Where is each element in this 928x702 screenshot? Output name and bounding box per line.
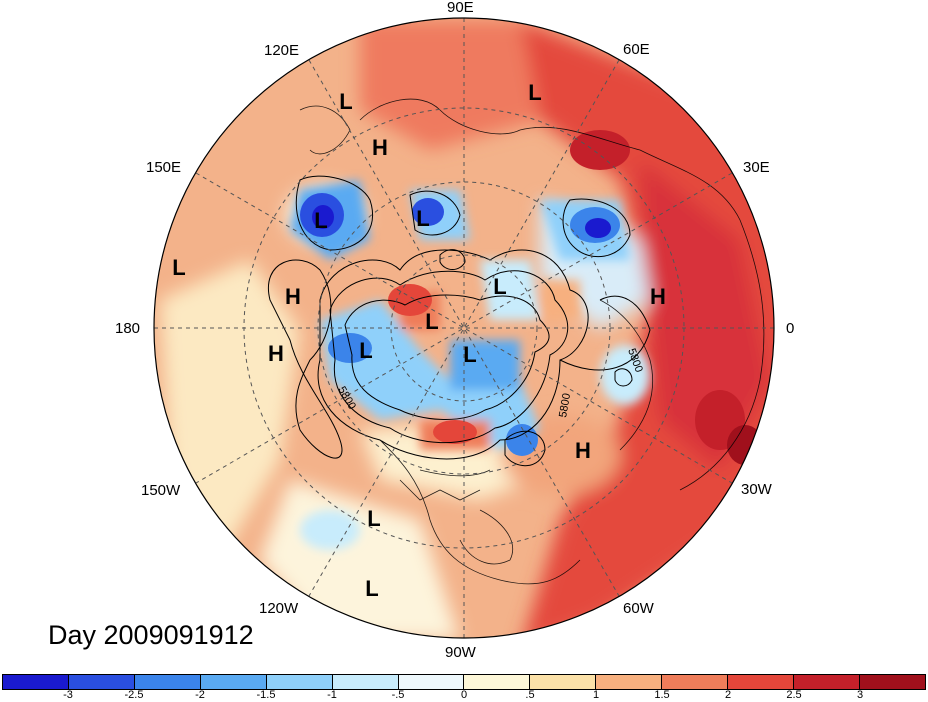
pressure-center-label: L <box>172 255 185 280</box>
pressure-center-label: L <box>365 576 378 601</box>
longitude-label: 120E <box>264 42 300 59</box>
colorbar-tick-label: 2 <box>724 689 732 701</box>
longitude-label: 30E <box>743 159 770 176</box>
longitude-label: 150E <box>146 159 182 176</box>
colorbar-swatch <box>68 675 135 689</box>
longitude-label: 120W <box>259 600 299 617</box>
pressure-center-label: L <box>528 80 541 105</box>
graticule <box>154 18 774 638</box>
colorbar-tick-label: -1.5 <box>256 689 276 701</box>
colorbar-tick-label: -1 <box>327 689 337 701</box>
colorbar-swatch <box>134 675 201 689</box>
colorbar-swatch <box>200 675 267 689</box>
colorbar-swatch <box>464 675 531 689</box>
colorbar-tick-label: 1 <box>592 689 600 701</box>
map-boundary <box>153 17 775 639</box>
colorbar-tick-label: .5 <box>525 689 535 701</box>
colorbar-tick-label: -2.5 <box>124 689 144 701</box>
pressure-center-label: L <box>359 338 372 363</box>
pressure-center-label: H <box>650 284 666 309</box>
colorbar-tick-label: 0 <box>460 689 468 701</box>
longitude-label: 60E <box>623 41 650 58</box>
colorbar <box>2 674 926 690</box>
colorbar-swatch <box>662 675 729 689</box>
colorbar-tick-label: -2 <box>195 689 205 701</box>
longitude-label: 0 <box>786 320 795 337</box>
contours <box>267 175 651 467</box>
colorbar-tick-label: -3 <box>63 689 73 701</box>
longitude-label: 90E <box>447 0 474 16</box>
pressure-center-label: L <box>493 274 506 299</box>
longitude-label: 150W <box>141 482 181 499</box>
coastlines <box>299 98 765 585</box>
pressure-center-label: L <box>367 506 380 531</box>
pressure-center-label: H <box>372 135 388 160</box>
pressure-center-label: H <box>268 341 284 366</box>
colorbar-swatch <box>3 675 69 689</box>
colorbar-swatch <box>794 675 860 689</box>
colorbar-swatch <box>859 675 925 689</box>
colorbar-tick-label: 3 <box>856 689 864 701</box>
colorbar-tick-label: 1.5 <box>654 689 670 701</box>
pressure-center-label: H <box>285 284 301 309</box>
colorbar-swatch <box>728 675 795 689</box>
colorbar-swatch <box>596 675 663 689</box>
contour-label: 5800 <box>557 392 573 418</box>
pressure-center-label: L <box>339 89 352 114</box>
colorbar-tick-label: -.5 <box>391 689 405 701</box>
colorbar-swatch <box>398 675 465 689</box>
colorbar-swatch <box>332 675 399 689</box>
pressure-center-label: L <box>416 206 429 231</box>
longitude-label: 90W <box>445 644 476 661</box>
colorbar-swatch <box>530 675 597 689</box>
colorbar-swatch <box>266 675 333 689</box>
longitude-label: 180 <box>115 320 141 337</box>
longitude-label: 30W <box>741 481 772 498</box>
colorbar-tick-label: 2.5 <box>786 689 802 701</box>
date-title: Day 2009091912 <box>48 620 254 650</box>
pressure-center-label: L <box>425 309 438 334</box>
anomaly-field <box>154 18 774 638</box>
pressure-center-label: H <box>575 438 591 463</box>
longitude-label: 60W <box>623 600 654 617</box>
pressure-centers: L L H L L L L H L H L H H L L L <box>172 80 666 601</box>
pressure-center-label: L <box>314 208 327 233</box>
pressure-center-label: L <box>463 342 476 367</box>
